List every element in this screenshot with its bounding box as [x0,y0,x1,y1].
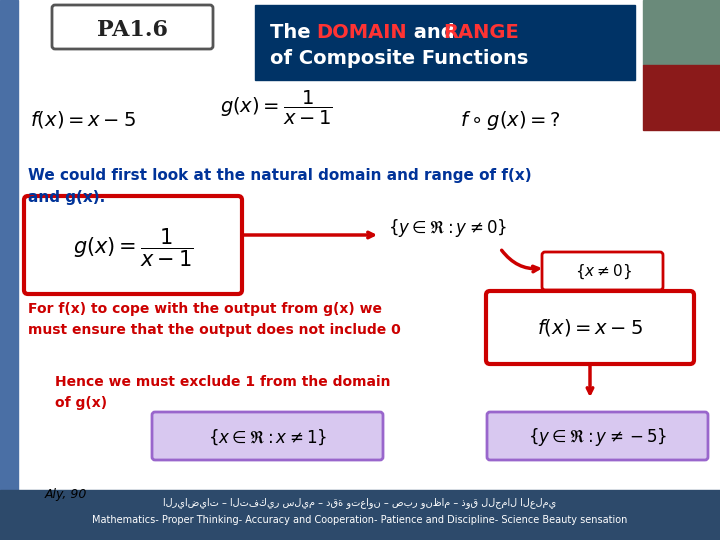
Bar [643,65,720,130]
Text: $g(x)=\dfrac{1}{x-1}$: $g(x)=\dfrac{1}{x-1}$ [220,89,333,127]
Text: Mathematics- Proper Thinking- Accuracy and Cooperation- Patience and Discipline-: Mathematics- Proper Thinking- Accuracy a… [92,515,628,525]
Text: $\{y \in \mathfrak{R}: y \neq 0\}$: $\{y \in \mathfrak{R}: y \neq 0\}$ [388,217,508,239]
FancyBboxPatch shape [487,412,708,460]
Text: $f(x)= x-5$: $f(x)= x-5$ [537,318,643,339]
Bar [0,490,720,540]
Text: $g(x)=\dfrac{1}{x-1}$: $g(x)=\dfrac{1}{x-1}$ [73,227,194,269]
Text: DOMAIN: DOMAIN [316,23,407,42]
Text: of Composite Functions: of Composite Functions [270,49,528,68]
Text: $f \circ g(x) = ?$: $f \circ g(x) = ?$ [460,109,561,132]
Text: RANGE: RANGE [443,23,518,42]
Text: We could first look at the natural domain and range of f(x)
and g(x).: We could first look at the natural domai… [28,168,531,205]
Text: For f(x) to cope with the output from g(x) we
must ensure that the output does n: For f(x) to cope with the output from g(… [28,302,401,336]
FancyBboxPatch shape [152,412,383,460]
Bar [643,0,720,65]
Text: $\{x \in \mathfrak{R}: x \neq 1\}$: $\{x \in \mathfrak{R}: x \neq 1\}$ [208,427,328,447]
Text: The: The [270,23,318,42]
Text: PA1.6: PA1.6 [97,19,168,41]
Text: الرياضيات – التفكير سليم – دقة وتعاون – صبر ونظام – ذوق للجمال العلمي: الرياضيات – التفكير سليم – دقة وتعاون – … [163,497,557,509]
FancyBboxPatch shape [52,5,213,49]
Text: and: and [407,23,462,42]
Text: Hence we must exclude 1 from the domain
of g(x): Hence we must exclude 1 from the domain … [55,375,390,410]
Text: Aly, 90: Aly, 90 [45,488,87,501]
FancyBboxPatch shape [486,291,694,364]
Text: $\{y \in \mathfrak{R}: y \neq -5\}$: $\{y \in \mathfrak{R}: y \neq -5\}$ [528,426,667,448]
Text: $f(x)= x-5$: $f(x)= x-5$ [30,110,136,131]
FancyBboxPatch shape [24,196,242,294]
Text: $\{x \neq 0\}$: $\{x \neq 0\}$ [575,263,631,281]
Bar [0,0,18,490]
FancyBboxPatch shape [542,252,663,290]
Bar [255,5,635,80]
